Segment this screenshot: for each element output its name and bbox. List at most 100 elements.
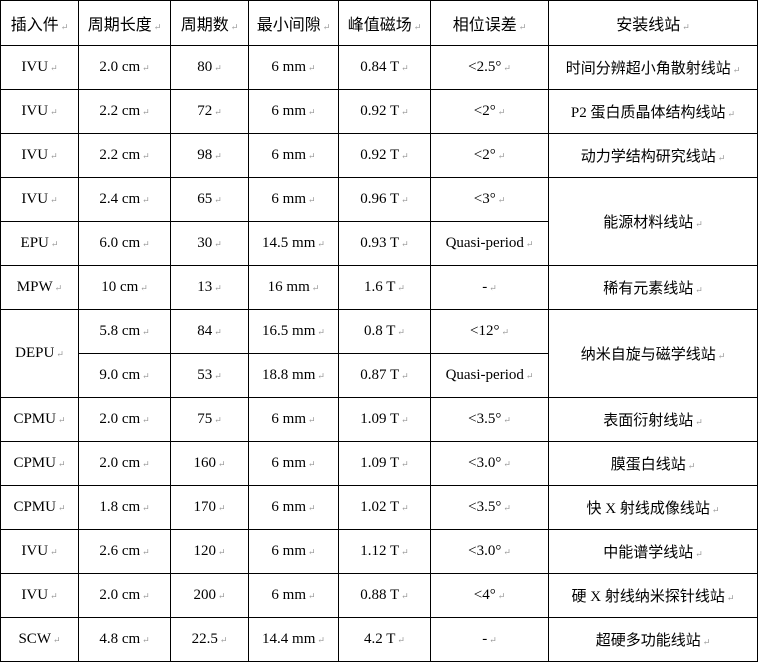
table-cell: <3.0° (430, 441, 549, 486)
table-cell: 6 mm (248, 45, 339, 90)
table-cell: Quasi-period (430, 221, 549, 266)
table-cell: 170 (170, 485, 249, 530)
cell-text: MPW (17, 279, 62, 295)
cell-text: 16 mm (268, 279, 320, 295)
cell-text: <3.0° (468, 543, 511, 559)
cell-text: IVU (21, 147, 57, 163)
table-cell: 16.5 mm (248, 309, 339, 354)
cell-text: 6 mm (271, 411, 315, 427)
table-cell: 纳米自旋与磁学线站 (548, 309, 758, 398)
table-cell: <2° (430, 133, 549, 178)
cell-text: 0.88 T (360, 587, 408, 603)
cell-text: 1.8 cm (99, 499, 149, 515)
cell-text: 75 (197, 411, 222, 427)
table-cell: <2.5° (430, 45, 549, 90)
table-cell: 0.84 T (338, 45, 431, 90)
table-cell: Quasi-period (430, 353, 549, 398)
cell-text: 1.09 T (360, 411, 408, 427)
table-cell: 6 mm (248, 133, 339, 178)
table-cell: 6 mm (248, 485, 339, 530)
cell-text: 2.6 cm (99, 543, 149, 559)
cell-text: 快 X 射线成像线站 (587, 501, 720, 517)
table-row: DEPU 5.8 cm 84 16.5 mm 0.8 T <12° 纳米自旋与磁学线站 (0, 309, 758, 398)
table-cell: <12° (430, 309, 549, 354)
cell-text: 表面衍射线站 (603, 413, 703, 429)
cell-text: <3° (474, 191, 506, 207)
table-row: CPMU 1.8 cm 170 6 mm 1.02 T <3.5° 快 X 射线成像线站 (0, 485, 758, 530)
table-cell: 0.92 T (338, 133, 431, 178)
table-cell: 10 cm (78, 265, 171, 310)
cell-text: 2.0 cm (99, 587, 149, 603)
table-cell: CPMU (0, 485, 79, 530)
cell-text: CPMU (13, 411, 65, 427)
cell-text: IVU (21, 543, 57, 559)
table-cell: 18.8 mm (248, 353, 339, 398)
table-cell: 6 mm (248, 397, 339, 442)
cell-text: - (482, 279, 497, 295)
cell-text: 超硬多功能线站 (596, 633, 711, 649)
cell-text: <2° (474, 103, 506, 119)
cell-text: 16.5 mm (262, 323, 325, 339)
table-cell: 120 (170, 529, 249, 574)
table-cell: IVU (0, 133, 79, 178)
table-row: IVU 2.0 cm 200 6 mm 0.88 T <4° 硬 X 射线纳米探针线站 (0, 573, 758, 618)
header-cell: 相位误差 (430, 0, 549, 46)
cell-text: 2.4 cm (99, 191, 149, 207)
table-cell: IVU (0, 177, 79, 222)
cell-text: 22.5 (192, 631, 228, 647)
cell-text: 5.8 cm (99, 323, 149, 339)
cell-text: 13 (197, 279, 222, 295)
header-cell: 安装线站 (548, 0, 758, 46)
cell-text: CPMU (13, 455, 65, 471)
table-cell: 1.12 T (338, 529, 431, 574)
cell-text: 1.09 T (360, 455, 408, 471)
cell-text: - (482, 631, 497, 647)
table-cell: IVU (0, 573, 79, 618)
table-cell: 65 (170, 177, 249, 222)
cell-text: 18.8 mm (262, 367, 325, 383)
header-row: 插入件 周期长度 周期数 最小间隙 峰值磁场 相位误差 安装线站 (0, 0, 758, 46)
table-cell: P2 蛋白质晶体结构线站 (548, 89, 758, 134)
table-cell: 超硬多功能线站 (548, 617, 758, 662)
table-cell: <4° (430, 573, 549, 618)
cell-text: 6 mm (271, 587, 315, 603)
table-cell: 动力学结构研究线站 (548, 133, 758, 178)
table-cell: 0.87 T (338, 353, 431, 398)
table-cell: 6 mm (248, 573, 339, 618)
table-cell: 160 (170, 441, 249, 486)
cell-text: CPMU (13, 499, 65, 515)
cell-text: DEPU (15, 345, 64, 361)
table-row: IVU 2.4 cm 65 6 mm 0.96 T <3° 能源材料线站 (0, 177, 758, 266)
cell-text: <12° (470, 323, 509, 339)
table-cell: IVU (0, 89, 79, 134)
cell-text: 65 (197, 191, 222, 207)
table-row: MPW 10 cm 13 16 mm 1.6 T - 稀有元素线站 (0, 265, 758, 310)
table-row: CPMU 2.0 cm 160 6 mm 1.09 T <3.0° 膜蛋白线站 (0, 441, 758, 486)
table-cell: 6 mm (248, 177, 339, 222)
table-cell: 能源材料线站 (548, 177, 758, 266)
cell-text: 84 (197, 323, 222, 339)
table-cell: 9.0 cm (78, 353, 171, 398)
table-cell: 硬 X 射线纳米探针线站 (548, 573, 758, 618)
table-cell: 2.0 cm (78, 397, 171, 442)
cell-text: 53 (197, 367, 222, 383)
cell-text: IVU (21, 587, 57, 603)
table-cell: IVU (0, 529, 79, 574)
table-cell: 膜蛋白线站 (548, 441, 758, 486)
table-row: IVU 2.2 cm 72 6 mm 0.92 T <2° P2 蛋白质晶体结构线站 (0, 89, 758, 134)
table-cell: 22.5 (170, 617, 249, 662)
cell-text: 6.0 cm (99, 235, 149, 251)
cell-text: <4° (474, 587, 506, 603)
cell-text: IVU (21, 59, 57, 75)
table-cell: 6 mm (248, 441, 339, 486)
cell-text: 2.0 cm (99, 411, 149, 427)
cell-text: 6 mm (271, 455, 315, 471)
table-cell: <3.0° (430, 529, 549, 574)
table-cell: <3.5° (430, 397, 549, 442)
table-cell: 14.4 mm (248, 617, 339, 662)
cell-text: 1.12 T (360, 543, 408, 559)
table-row: EPU 6.0 cm 30 14.5 mm 0.93 T Quasi-period (0, 221, 758, 266)
cell-text: 0.96 T (360, 191, 408, 207)
